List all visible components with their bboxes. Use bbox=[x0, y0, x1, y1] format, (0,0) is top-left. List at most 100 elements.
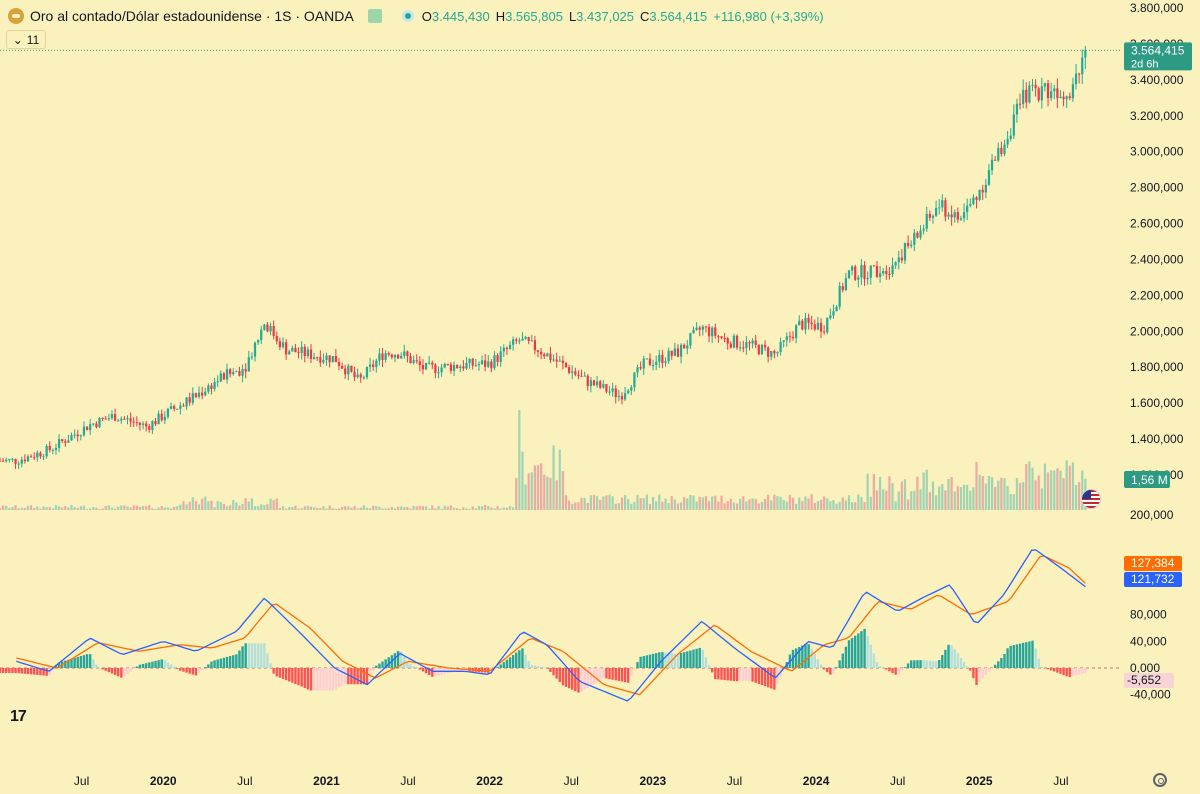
candle-body bbox=[70, 435, 73, 441]
volume-bar bbox=[145, 506, 148, 510]
macd-histogram-bar bbox=[316, 668, 319, 691]
macd-histogram-bar bbox=[132, 668, 135, 670]
macd-histogram-bar bbox=[701, 649, 705, 668]
volume-bar bbox=[141, 505, 145, 510]
candle-body bbox=[642, 358, 645, 369]
candle-body bbox=[197, 392, 201, 397]
candle-body bbox=[238, 371, 241, 376]
macd-histogram-bar bbox=[260, 643, 263, 668]
volume-bar bbox=[253, 506, 257, 510]
candle-body bbox=[421, 365, 425, 370]
macd-histogram-bar bbox=[595, 668, 599, 683]
macd-histogram-bar bbox=[804, 644, 807, 668]
us-flag-icon[interactable] bbox=[1081, 489, 1101, 509]
macd-histogram-bar bbox=[412, 666, 415, 668]
volume-bar bbox=[751, 498, 754, 510]
macd-histogram-bar bbox=[434, 668, 437, 677]
time-tick-label: 2021 bbox=[313, 774, 340, 788]
macd-histogram-bar bbox=[990, 668, 994, 669]
macd-histogram-bar bbox=[599, 668, 602, 681]
volume-bar bbox=[975, 461, 978, 510]
macd-histogram-bar bbox=[340, 668, 344, 685]
volume-bar bbox=[956, 486, 959, 510]
macd-histogram-bar bbox=[1046, 668, 1050, 670]
macd-histogram-bar bbox=[583, 668, 586, 690]
candle-body bbox=[860, 265, 863, 278]
volume-bar bbox=[263, 505, 266, 510]
candle-body bbox=[602, 383, 605, 388]
volume-bar bbox=[906, 499, 910, 510]
candle-body bbox=[776, 352, 779, 354]
macd-histogram-bar bbox=[284, 668, 288, 681]
macd-histogram-bar bbox=[353, 668, 356, 685]
macd-histogram-bar bbox=[1068, 668, 1072, 678]
volume-bar bbox=[396, 506, 400, 510]
candle-body bbox=[695, 327, 698, 330]
macd-histogram-bar bbox=[891, 668, 894, 673]
candle-body bbox=[838, 286, 841, 307]
candle-body bbox=[179, 405, 182, 409]
macd-histogram-bar bbox=[975, 668, 978, 686]
candle-body bbox=[182, 405, 185, 407]
volume-bar bbox=[331, 508, 334, 510]
macd-histogram-bar bbox=[524, 654, 527, 668]
candle-body bbox=[888, 273, 891, 275]
gear-icon[interactable] bbox=[1153, 773, 1167, 787]
macd-histogram-bar bbox=[810, 649, 813, 668]
volume-bar bbox=[701, 497, 704, 510]
market-open-flag-icon bbox=[367, 9, 382, 23]
volume-bar bbox=[829, 501, 832, 510]
macd-histogram-bar bbox=[101, 668, 104, 670]
macd-histogram-bar bbox=[452, 668, 456, 673]
macd-histogram-bar bbox=[496, 666, 499, 668]
volume-bar bbox=[763, 498, 767, 510]
macd-histogram-bar bbox=[919, 660, 922, 668]
volume-bar bbox=[462, 507, 465, 510]
symbol-title[interactable]: Oro al contado/Dólar estadounidense · 1S… bbox=[30, 8, 354, 24]
macd-histogram-bar bbox=[17, 668, 20, 674]
macd-histogram-bar bbox=[770, 668, 773, 689]
candle-body bbox=[325, 355, 328, 360]
volume-bar bbox=[1006, 485, 1009, 510]
macd-histogram-bar bbox=[869, 644, 872, 668]
volume-bar bbox=[197, 504, 201, 510]
volume-bar bbox=[229, 505, 232, 510]
macd-histogram-bar bbox=[200, 668, 204, 670]
macd-histogram-bar bbox=[1043, 668, 1047, 669]
volume-bar bbox=[216, 500, 219, 510]
macd-histogram-bar bbox=[623, 668, 627, 683]
volume-bar bbox=[994, 486, 997, 510]
volume-bar bbox=[384, 508, 387, 510]
macd-histogram-bar bbox=[250, 643, 254, 668]
volume-bar bbox=[838, 501, 841, 510]
macd-histogram-bar bbox=[365, 668, 369, 685]
candle-body bbox=[393, 354, 397, 358]
candle-body bbox=[701, 326, 704, 330]
macd-histogram-bar bbox=[549, 668, 552, 672]
volume-bar bbox=[679, 502, 683, 510]
tradingview-logo-icon[interactable]: 17 bbox=[10, 708, 27, 725]
candle-body bbox=[160, 413, 163, 421]
candle-body bbox=[934, 207, 938, 216]
volume-bar bbox=[322, 506, 325, 510]
macd-histogram-bar bbox=[303, 668, 306, 688]
macd-histogram-bar bbox=[499, 664, 502, 668]
volume-bar bbox=[714, 495, 717, 510]
volume-bar bbox=[555, 480, 558, 510]
macd-histogram-bar bbox=[1084, 668, 1087, 673]
candle-body bbox=[978, 189, 981, 200]
macd-histogram-bar bbox=[735, 668, 739, 682]
volume-bar bbox=[493, 508, 496, 510]
volume-bar bbox=[48, 507, 51, 510]
macd-histogram-bar bbox=[306, 668, 310, 690]
macd-histogram-bar bbox=[1018, 643, 1022, 668]
candle-body bbox=[126, 418, 129, 420]
candle-body bbox=[605, 383, 608, 392]
indicators-toggle-button[interactable]: ⌄ 11 bbox=[6, 30, 46, 49]
macd-histogram-bar bbox=[1028, 641, 1031, 668]
macd-histogram-bar bbox=[107, 668, 111, 673]
volume-bar bbox=[931, 481, 935, 510]
candle-body bbox=[1040, 86, 1043, 101]
macd-histogram-bar bbox=[393, 653, 397, 668]
